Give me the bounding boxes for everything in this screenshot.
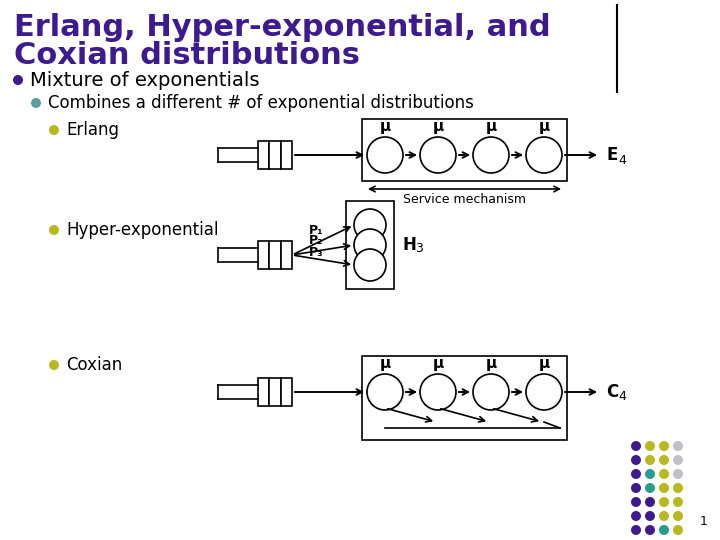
Circle shape — [631, 469, 641, 479]
Circle shape — [49, 360, 59, 370]
Circle shape — [645, 525, 655, 535]
Circle shape — [367, 374, 403, 410]
Text: μ: μ — [485, 356, 497, 371]
Circle shape — [659, 497, 669, 507]
Circle shape — [420, 137, 456, 173]
Circle shape — [673, 511, 683, 521]
Text: μ: μ — [379, 356, 390, 371]
Circle shape — [631, 525, 641, 535]
Text: μ: μ — [485, 119, 497, 134]
Text: P₁: P₁ — [308, 224, 323, 237]
Circle shape — [526, 137, 562, 173]
Text: P₂: P₂ — [309, 234, 323, 247]
Bar — [258, 378, 269, 406]
Text: Service mechanism: Service mechanism — [403, 193, 526, 206]
Bar — [269, 241, 281, 269]
Circle shape — [367, 137, 403, 173]
Circle shape — [659, 525, 669, 535]
Text: H: H — [402, 236, 416, 254]
Circle shape — [420, 374, 456, 410]
Circle shape — [673, 455, 683, 465]
Bar — [269, 141, 281, 169]
Circle shape — [659, 483, 669, 493]
Bar — [362, 119, 567, 181]
Circle shape — [473, 137, 509, 173]
Text: P₃: P₃ — [308, 246, 323, 259]
Text: μ: μ — [539, 119, 549, 134]
Circle shape — [673, 525, 683, 535]
Text: μ: μ — [379, 119, 390, 134]
Circle shape — [31, 98, 41, 108]
Circle shape — [13, 75, 23, 85]
Circle shape — [631, 441, 641, 451]
Circle shape — [645, 483, 655, 493]
Circle shape — [354, 249, 386, 281]
Circle shape — [645, 469, 655, 479]
Text: Hyper-exponential: Hyper-exponential — [66, 221, 218, 239]
Circle shape — [631, 483, 641, 493]
Bar — [346, 201, 394, 289]
Text: μ₃: μ₃ — [363, 259, 377, 272]
Circle shape — [49, 225, 59, 235]
Circle shape — [659, 455, 669, 465]
Text: 3: 3 — [415, 242, 423, 255]
Text: μ: μ — [433, 356, 444, 371]
Bar — [281, 241, 292, 269]
Circle shape — [659, 469, 669, 479]
Circle shape — [659, 511, 669, 521]
Text: C: C — [606, 383, 618, 401]
Circle shape — [526, 374, 562, 410]
Bar — [362, 356, 567, 440]
Circle shape — [673, 469, 683, 479]
Text: μ₁: μ₁ — [363, 219, 377, 232]
Circle shape — [673, 441, 683, 451]
Text: Coxian: Coxian — [66, 356, 122, 374]
Text: μ₂: μ₂ — [363, 239, 377, 252]
Text: μ: μ — [433, 119, 444, 134]
Circle shape — [473, 374, 509, 410]
Circle shape — [673, 497, 683, 507]
Text: Erlang: Erlang — [66, 121, 119, 139]
Circle shape — [49, 125, 59, 135]
Circle shape — [354, 209, 386, 241]
Text: Combines a different # of exponential distributions: Combines a different # of exponential di… — [48, 94, 474, 112]
Text: E: E — [606, 146, 617, 164]
Circle shape — [659, 441, 669, 451]
Bar — [269, 378, 281, 406]
Bar — [258, 241, 269, 269]
Circle shape — [645, 511, 655, 521]
Circle shape — [645, 455, 655, 465]
Text: 1: 1 — [700, 515, 708, 528]
Bar — [281, 378, 292, 406]
Text: μ: μ — [539, 356, 549, 371]
Text: Erlang, Hyper-exponential, and: Erlang, Hyper-exponential, and — [14, 13, 551, 42]
Circle shape — [673, 483, 683, 493]
Text: Coxian distributions: Coxian distributions — [14, 41, 360, 70]
Bar — [258, 141, 269, 169]
Bar — [281, 141, 292, 169]
Circle shape — [631, 511, 641, 521]
Circle shape — [645, 497, 655, 507]
Text: Mixture of exponentials: Mixture of exponentials — [30, 71, 259, 90]
Circle shape — [631, 455, 641, 465]
Circle shape — [645, 441, 655, 451]
Text: 4: 4 — [618, 153, 626, 166]
Circle shape — [631, 497, 641, 507]
Text: 4: 4 — [618, 390, 626, 403]
Circle shape — [354, 229, 386, 261]
